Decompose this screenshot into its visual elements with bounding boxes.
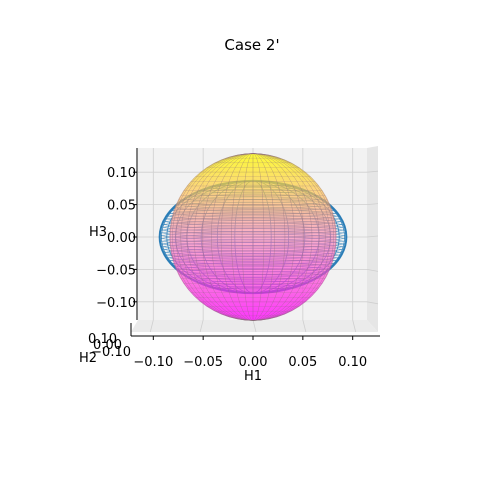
x-tick-labels: −0.10 −0.05 0.00 0.05 0.10 <box>133 336 367 370</box>
z-tick-label: −0.05 <box>96 263 136 278</box>
grid-line <box>366 170 379 173</box>
z-axis-label: H3 <box>89 225 107 240</box>
chart-title: Case 2' <box>224 36 279 54</box>
sphere-meridian-line <box>220 153 286 321</box>
sphere-surface-series <box>169 153 337 321</box>
grid-line <box>366 269 379 272</box>
y-tick-label: 0.10 <box>88 332 117 347</box>
y-axis-label: H2 <box>79 351 97 366</box>
z-tick-labels: 0.10 0.05 0.00 −0.05 −0.10 <box>96 166 137 311</box>
grid-line <box>366 235 379 238</box>
sphere-meridian-line <box>193 153 313 321</box>
grid-line <box>199 319 204 333</box>
x-tick-label: 0.00 <box>239 355 268 370</box>
sphere-meridian-line <box>172 153 334 321</box>
sphere-meridian-line <box>241 153 265 321</box>
sphere-body <box>169 153 337 321</box>
sphere-meridian-line <box>169 153 337 321</box>
grid-line <box>366 203 379 205</box>
z-tick-label: −0.10 <box>96 296 136 311</box>
x-axis-label: H1 <box>244 369 262 384</box>
z-tick-label: 0.00 <box>107 231 136 246</box>
grid-line <box>149 319 154 333</box>
sphere-meridian-line <box>220 153 286 321</box>
sphere-meridian-line <box>169 153 337 321</box>
sphere-meridian-line <box>172 153 334 321</box>
side-pane <box>367 146 378 332</box>
sphere-meridian-line <box>201 153 305 321</box>
grid-line <box>352 319 357 333</box>
sphere-meridian-line <box>211 153 295 321</box>
grid-line <box>366 301 379 305</box>
sphere-meridian-line <box>180 153 326 321</box>
sphere-meridian-line <box>180 153 326 321</box>
sphere-meridian-line <box>169 153 337 321</box>
x-tick-label: 0.10 <box>338 355 367 370</box>
sphere-meridian-line <box>231 153 275 321</box>
grid-line <box>252 319 257 333</box>
sphere-meridian-line <box>231 153 275 321</box>
x-tick-label: 0.05 <box>288 355 317 370</box>
y-tick-labels: −0.100.000.10 <box>88 332 131 360</box>
x-tick-label: −0.10 <box>133 355 173 370</box>
sphere-meridian-line <box>211 153 295 321</box>
grid-line <box>302 319 307 333</box>
sphere-meridian-line <box>201 153 305 321</box>
y-tick-label: −0.10 <box>91 345 131 360</box>
y-tick-label: 0.00 <box>93 338 122 353</box>
sphere-meridian-line <box>241 153 265 321</box>
sphere-meridian-line <box>186 153 320 321</box>
z-tick-label: 0.10 <box>107 166 136 181</box>
x-tick-label: −0.05 <box>183 355 223 370</box>
sphere-meridian-line <box>175 153 331 321</box>
sphere-meridian-line <box>175 153 331 321</box>
sphere-meridian-line <box>193 153 313 321</box>
z-tick-label: 0.05 <box>107 199 136 214</box>
sphere-meridian-line <box>186 153 320 321</box>
